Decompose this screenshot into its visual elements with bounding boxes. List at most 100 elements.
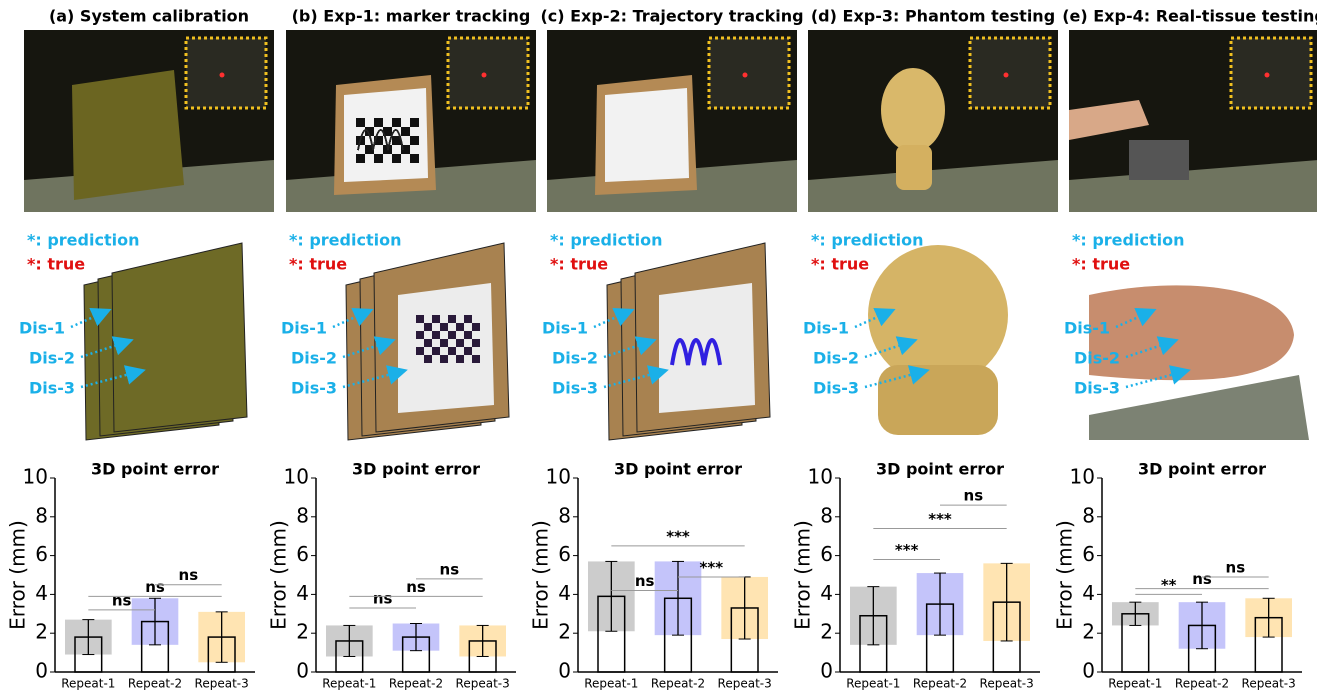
legend-prediction: *: prediction (1072, 231, 1184, 250)
photo-laser (220, 73, 225, 78)
y-tick-label: 2 (558, 620, 571, 644)
photo-inset (709, 38, 789, 108)
photo-laser (743, 73, 748, 78)
x-tick-label: Repeat-1 (584, 677, 638, 691)
significance-label: ns (964, 487, 984, 505)
y-axis-label: Error (mm) (529, 520, 553, 630)
distance-label: Dis-1 (281, 319, 327, 338)
distance-label: Dis-2 (29, 349, 75, 368)
y-tick-label: 10 (546, 465, 571, 489)
significance-label: ns (112, 591, 132, 609)
photo-checker (410, 154, 419, 163)
photo-checker (356, 118, 365, 127)
cloud-checker (416, 315, 424, 323)
y-tick-label: 8 (820, 503, 833, 527)
significance-label: *** (666, 527, 690, 545)
cloud-checker (440, 323, 448, 331)
chart-title: 3D point error (91, 460, 219, 479)
cloud-checker (416, 347, 424, 355)
chart-title: 3D point error (876, 460, 1004, 479)
x-tick-label: Repeat-2 (128, 677, 182, 691)
y-tick-label: 8 (558, 503, 571, 527)
y-tick-label: 8 (1082, 503, 1095, 527)
significance-label: ns (635, 572, 655, 590)
panel-title: (c) Exp-2: Trajectory tracking (540, 7, 803, 26)
legend-prediction: *: prediction (811, 231, 923, 250)
cloud-checker (472, 323, 480, 331)
x-tick-label: Repeat-2 (389, 677, 443, 691)
cloud-head (868, 245, 1008, 385)
y-tick-label: 10 (1070, 465, 1095, 489)
cloud-checker (432, 315, 440, 323)
chart-title: 3D point error (1138, 460, 1266, 479)
x-tick-label: Repeat-1 (61, 677, 115, 691)
distance-label: Dis-2 (813, 349, 859, 368)
significance-label: ns (1226, 558, 1246, 576)
y-tick-label: 2 (1082, 620, 1095, 644)
photo-head (881, 68, 945, 152)
y-tick-label: 0 (1082, 659, 1095, 683)
y-tick-label: 4 (296, 581, 309, 605)
legend-prediction: *: prediction (289, 231, 401, 250)
cloud-checker (416, 331, 424, 339)
legend-true: *: true (289, 255, 347, 274)
y-tick-label: 4 (820, 581, 833, 605)
y-tick-label: 0 (820, 659, 833, 683)
x-tick-label: Repeat-3 (195, 677, 249, 691)
legend-prediction: *: prediction (550, 231, 662, 250)
y-tick-label: 6 (1082, 542, 1095, 566)
significance-label: *** (895, 541, 919, 559)
x-tick-label: Repeat-2 (913, 677, 967, 691)
y-axis-label: Error (mm) (1053, 520, 1077, 630)
y-tick-label: 6 (296, 542, 309, 566)
legend-prediction: *: prediction (27, 231, 139, 250)
y-tick-label: 0 (35, 659, 48, 683)
distance-label: Dis-1 (1064, 319, 1110, 338)
cloud-checker (464, 347, 472, 355)
photo-board (72, 70, 184, 200)
x-tick-label: Repeat-1 (322, 677, 376, 691)
cloud-paper (398, 283, 494, 413)
y-tick-label: 0 (296, 659, 309, 683)
distance-label: Dis-3 (29, 379, 75, 398)
y-axis-label: Error (mm) (267, 520, 291, 630)
x-tick-label: Repeat-1 (846, 677, 900, 691)
y-tick-label: 2 (820, 620, 833, 644)
cloud-checker (432, 347, 440, 355)
distance-label: Dis-2 (1074, 349, 1120, 368)
distance-label: Dis-1 (542, 319, 588, 338)
cloud-checker (440, 355, 448, 363)
photo-inset (186, 38, 266, 108)
panel-title: (d) Exp-3: Phantom testing (811, 7, 1055, 26)
photo-checker (374, 118, 383, 127)
photo-inset (1231, 38, 1311, 108)
panel-title: (b) Exp-1: marker tracking (292, 7, 531, 26)
y-tick-label: 6 (558, 542, 571, 566)
x-tick-label: Repeat-3 (1242, 677, 1296, 691)
y-tick-label: 2 (296, 620, 309, 644)
y-tick-label: 6 (35, 542, 48, 566)
x-tick-label: Repeat-2 (1175, 677, 1229, 691)
cloud-checker (448, 347, 456, 355)
cloud-checker (472, 339, 480, 347)
photo-checker (401, 127, 410, 136)
figure: (a) System calibration *: prediction *: tr… (0, 0, 1317, 692)
x-tick-label: Repeat-1 (1108, 677, 1162, 691)
legend-true: *: true (811, 255, 869, 274)
significance-label: ns (1192, 570, 1212, 588)
photo-laser (1004, 73, 1009, 78)
significance-label: ns (373, 589, 393, 607)
x-tick-label: Repeat-3 (718, 677, 772, 691)
distance-label: Dis-1 (19, 319, 65, 338)
photo-laser (482, 73, 487, 78)
cloud-checker (464, 331, 472, 339)
cloud-checker (424, 339, 432, 347)
y-tick-label: 10 (23, 465, 48, 489)
photo-checker (374, 154, 383, 163)
photo-inset (448, 38, 528, 108)
cloud-checker (472, 355, 480, 363)
panel-title: (a) System calibration (49, 7, 249, 26)
significance-label: *** (928, 510, 952, 528)
distance-label: Dis-3 (291, 379, 337, 398)
chart-title: 3D point error (352, 460, 480, 479)
